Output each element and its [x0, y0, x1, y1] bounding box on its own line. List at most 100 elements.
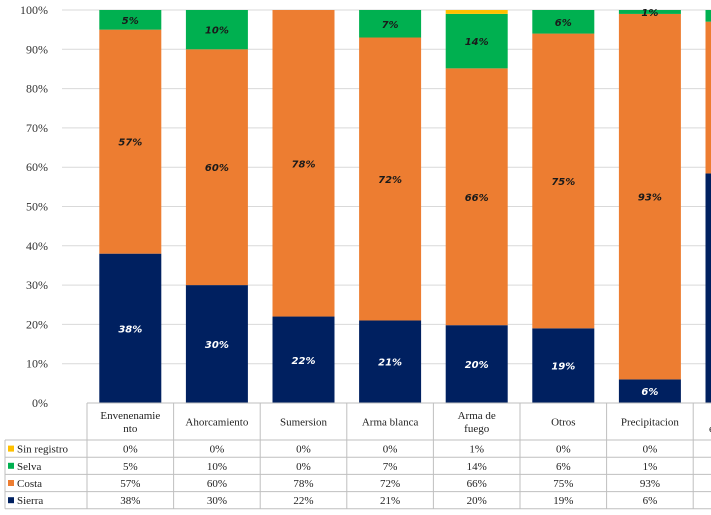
table-cell: 1%	[469, 444, 484, 456]
y-tick-label: 0%	[32, 396, 48, 410]
bar-costa	[705, 21, 711, 174]
table-cell: 0%	[296, 444, 311, 456]
y-tick-label: 50%	[26, 200, 48, 214]
category-label: especificado	[709, 423, 711, 435]
data-label: 10%	[205, 26, 229, 37]
y-tick-label: 20%	[26, 317, 48, 331]
data-label: 1%	[641, 8, 658, 19]
data-label: 20%	[465, 360, 489, 371]
bar-selva	[99, 10, 162, 30]
table-cell: 66%	[467, 478, 487, 490]
y-tick-label: 90%	[26, 42, 48, 56]
table-cell: 0%	[123, 444, 138, 456]
table-cell: 21%	[380, 495, 400, 507]
legend-label: Sin registro	[17, 444, 69, 456]
table-cell: 14%	[467, 461, 487, 473]
data-label: 14%	[465, 37, 489, 48]
legend-key	[8, 497, 14, 504]
bar-sierra	[445, 325, 508, 403]
bar-selva	[618, 10, 681, 14]
data-label: 21%	[378, 358, 402, 369]
table-cell: 72%	[380, 478, 400, 490]
data-label: 19%	[551, 362, 575, 373]
category-label: Ahorcamiento	[185, 417, 248, 429]
category-label: Arma de	[458, 410, 496, 422]
table-cell: 0%	[296, 461, 311, 473]
data-label: 7%	[382, 20, 399, 31]
legend-label: Sierra	[17, 495, 43, 507]
y-tick-label: 60%	[26, 160, 48, 174]
table-cell: 0%	[383, 444, 398, 456]
table-cell: 57%	[120, 478, 140, 490]
category-label: Precipitacion	[621, 417, 680, 429]
table-cell: 78%	[293, 478, 313, 490]
bar-sierra	[532, 328, 595, 403]
y-tick-label: 100%	[20, 3, 48, 17]
table-cell: 0%	[556, 444, 571, 456]
bar-selva	[532, 10, 595, 34]
bar-sin-registro	[445, 10, 508, 14]
table-cell: 22%	[293, 495, 313, 507]
bar-sierra	[705, 173, 711, 403]
y-tick-label: 30%	[26, 278, 48, 292]
bar-costa	[359, 37, 422, 321]
category-label: Envenenamie	[100, 410, 160, 422]
bar-selva	[445, 13, 508, 69]
bar-selva	[359, 10, 422, 38]
data-label: 6%	[555, 18, 572, 29]
table-cell: 30%	[207, 495, 227, 507]
table-cell: 0%	[643, 444, 658, 456]
data-label: 22%	[292, 356, 316, 367]
bar-sierra	[618, 379, 681, 403]
bar-costa	[445, 68, 508, 326]
category-label: Otros	[551, 417, 575, 429]
table-cell: 38%	[120, 495, 140, 507]
bar-costa	[99, 29, 162, 254]
bar-sierra	[185, 285, 248, 403]
data-label: 57%	[118, 138, 142, 149]
table-cell: 60%	[207, 478, 227, 490]
data-label: 66%	[465, 193, 489, 204]
table-cell: 7%	[383, 461, 398, 473]
bar-sierra	[272, 316, 335, 403]
bar-sierra	[99, 253, 162, 403]
y-tick-label: 10%	[26, 357, 48, 371]
legend-key	[8, 445, 14, 452]
bar-selva	[185, 10, 248, 50]
data-label: 38%	[118, 324, 142, 335]
table-cell: 10%	[207, 461, 227, 473]
table-cell: 6%	[643, 495, 658, 507]
table-cell: 20%	[467, 495, 487, 507]
category-label: Sumersion	[280, 417, 328, 429]
category-label: Arma blanca	[362, 417, 419, 429]
table-cell: 0%	[210, 444, 225, 456]
bar-costa	[272, 10, 335, 317]
bar-sierra	[359, 320, 422, 403]
data-label: 60%	[205, 163, 229, 174]
table-cell: 6%	[556, 461, 571, 473]
y-tick-label: 70%	[26, 121, 48, 135]
bar-costa	[185, 49, 248, 286]
data-label: 72%	[378, 175, 402, 186]
data-label: 93%	[638, 193, 662, 204]
bar-costa	[618, 13, 681, 380]
data-label: 5%	[122, 16, 139, 27]
category-label: nto	[123, 423, 138, 435]
data-label: 75%	[551, 177, 575, 188]
category-label: fuego	[464, 423, 490, 435]
bar-selva	[705, 10, 711, 22]
legend-key	[8, 462, 14, 469]
legend-key	[8, 480, 14, 486]
data-label: 30%	[205, 340, 229, 351]
table-cell: 5%	[123, 461, 138, 473]
table-cell: 1%	[643, 461, 658, 473]
data-label: 6%	[641, 387, 658, 398]
y-tick-label: 80%	[26, 82, 48, 96]
table-cell: 75%	[553, 478, 573, 490]
legend-label: Selva	[17, 461, 42, 473]
table-cell: 19%	[553, 495, 573, 507]
legend-label: Costa	[17, 478, 42, 490]
table-cell: 93%	[640, 478, 660, 490]
bar-costa	[532, 33, 595, 329]
